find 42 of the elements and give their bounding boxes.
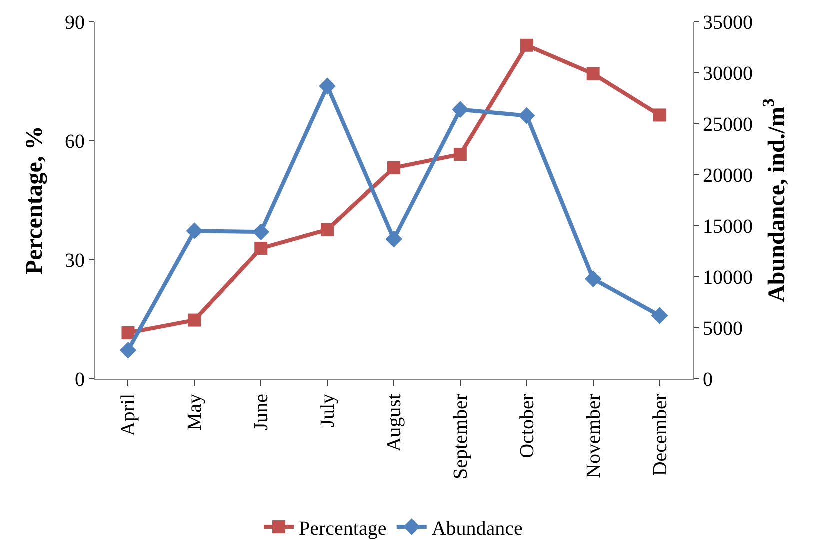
y-tick-label: 30 — [65, 250, 85, 272]
point — [386, 230, 402, 248]
y2-tick-label: 15000 — [703, 216, 753, 238]
point — [321, 223, 334, 236]
y2-tick-label: 25000 — [703, 114, 753, 136]
y-tick-label: 90 — [65, 12, 85, 34]
point — [452, 101, 469, 118]
point — [319, 78, 336, 95]
x-tick-label: July — [317, 394, 340, 428]
y2-tick-label: 30000 — [703, 63, 753, 85]
point — [520, 38, 534, 52]
x-tick-label: April — [118, 394, 140, 436]
point — [254, 242, 268, 255]
y-axis-title: Percentage, % — [22, 126, 48, 275]
y2-tick-label: 5000 — [703, 318, 743, 340]
point — [653, 108, 666, 122]
point — [188, 314, 202, 327]
point — [388, 161, 400, 174]
point — [120, 342, 137, 359]
x-tick-label: November — [582, 394, 605, 478]
y-tick-label: 0 — [75, 369, 85, 391]
x-tick-label: August — [384, 394, 406, 452]
y2-tick-label: 10000 — [703, 267, 753, 289]
x-tick-label: September — [450, 394, 472, 480]
point — [586, 67, 600, 80]
y2-tick-label: 35000 — [703, 12, 753, 34]
point — [252, 224, 270, 241]
legend-label: Abundance — [432, 518, 524, 540]
point — [186, 222, 204, 240]
x-tick-label: December — [649, 394, 672, 476]
x-tick-label: October — [516, 394, 538, 458]
point — [518, 107, 536, 124]
point — [584, 270, 602, 288]
y2-tick-label: 0 — [703, 369, 713, 391]
point — [122, 326, 135, 340]
point — [651, 307, 668, 324]
x-tick-label: June — [250, 394, 273, 431]
point — [454, 148, 467, 161]
legend-label: Percentage — [299, 518, 387, 540]
y2-tick-label: 20000 — [703, 165, 753, 187]
x-tick-label: May — [184, 394, 206, 431]
y-tick-label: 60 — [65, 131, 85, 153]
